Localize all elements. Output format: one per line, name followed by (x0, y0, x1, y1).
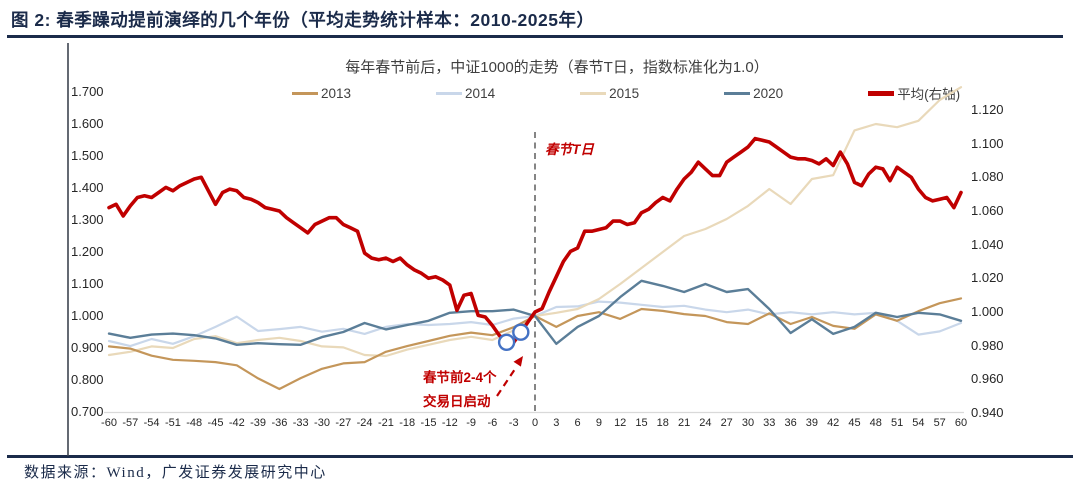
highlight-point-circle (497, 333, 516, 351)
x-axis-tick--42: -42 (228, 417, 245, 429)
x-axis-tick--60: -60 (101, 417, 117, 429)
x-axis-tick-12: 12 (614, 417, 627, 429)
legend-label-2020: 2020 (753, 85, 784, 101)
x-axis-tick-3: 3 (553, 417, 560, 429)
left-axis-tick-0.800: 0.800 (71, 372, 104, 387)
x-axis-tick--57: -57 (122, 417, 139, 429)
left-axis-tick-1.700: 1.700 (71, 84, 104, 99)
launch-annotation-line1: 春节前2-4个 (423, 370, 497, 385)
x-axis-tick-60: 60 (954, 417, 968, 429)
legend-label-平均(右轴): 平均(右轴) (897, 87, 961, 102)
right-axis-tick-0.940: 0.940 (971, 405, 1004, 420)
legend-item-2013: 2013 (292, 86, 351, 101)
series-line-2013 (107, 297, 963, 391)
x-axis-tick--9: -9 (466, 417, 476, 429)
x-axis-tick--24: -24 (356, 417, 373, 429)
legend-label-2013: 2013 (321, 85, 352, 101)
legend-label-2014: 2014 (465, 85, 496, 101)
x-axis-tick-33: 33 (763, 417, 776, 429)
right-axis-tick-1.100: 1.100 (971, 135, 1004, 151)
right-axis-tick-1.120: 1.120 (971, 102, 1004, 117)
x-axis-tick--51: -51 (164, 417, 181, 429)
legend-item-2020: 2020 (724, 86, 783, 101)
x-axis-tick--48: -48 (186, 417, 203, 429)
launch-arrow (496, 356, 523, 397)
right-axis-tick-1.080: 1.080 (971, 169, 1004, 185)
x-axis-tick-42: 42 (827, 417, 840, 429)
x-axis-tick--12: -12 (441, 417, 458, 429)
x-axis-tick-18: 18 (656, 417, 669, 429)
x-axis-tick-48: 48 (869, 417, 882, 429)
legend-item-2014: 2014 (436, 86, 495, 101)
chart-subtitle: 每年春节前后，中证1000的走势（春节T日，指数标准化为1.0） (345, 59, 769, 76)
right-axis-tick-0.980: 0.980 (971, 337, 1004, 353)
legend-swatch-2013 (292, 91, 318, 95)
x-axis-tick-6: 6 (574, 417, 581, 429)
x-axis-tick--30: -30 (314, 417, 330, 429)
data-source-text: 数据来源：Wind，广发证券发展研究中心 (24, 465, 327, 481)
x-axis-tick-54: 54 (912, 417, 925, 429)
right-axis-tick-1.020: 1.020 (971, 270, 1004, 286)
left-axis-tick-0.700: 0.700 (71, 404, 104, 419)
series-line-2015 (107, 86, 963, 358)
right-axis-tick-0.960: 0.960 (971, 371, 1004, 387)
x-axis-tick--3: -3 (508, 417, 519, 429)
x-axis-tick-57: 57 (933, 417, 946, 429)
x-axis-tick--45: -45 (207, 417, 224, 429)
x-axis-tick-0: 0 (531, 417, 539, 429)
x-axis-tick-45: 45 (848, 417, 861, 429)
x-axis-tick-36: 36 (784, 417, 797, 429)
figure-title: 图 2: 春季躁动提前演绎的几个年份（平均走势统计样本：2010-2025年） (11, 10, 595, 30)
title-divider-line (7, 35, 1063, 38)
highlight-circles (497, 323, 530, 351)
x-axis-tick-30: 30 (741, 417, 755, 429)
x-axis-tick-24: 24 (699, 417, 712, 429)
left-axis-tick-0.900: 0.900 (71, 340, 104, 355)
legend-swatch-平均(右轴) (868, 90, 895, 96)
left-axis-tick-1.500: 1.500 (71, 148, 104, 163)
x-axis-tick--15: -15 (420, 417, 437, 429)
x-axis-tick-21: 21 (677, 417, 691, 429)
left-axis-tick-1.100: 1.100 (71, 276, 104, 291)
left-axis-tick-1.000: 1.000 (71, 308, 104, 323)
x-axis-tick--33: -33 (292, 417, 309, 429)
x-axis-tick-9: 9 (595, 417, 602, 429)
x-axis-tick--39: -39 (250, 417, 267, 429)
right-axis-tick-1.040: 1.040 (971, 236, 1004, 252)
highlight-point-circle (512, 323, 530, 341)
right-axis-tick-1.060: 1.060 (971, 203, 1004, 218)
legend-swatch-2015 (580, 91, 607, 95)
x-axis-tick-27: 27 (720, 417, 733, 429)
x-axis-tick--54: -54 (143, 417, 160, 429)
spring-festival-t-day-label: 春节T日 (545, 142, 594, 157)
legend-item-平均(右轴): 平均(右轴) (868, 83, 960, 103)
legend-swatch-2014 (436, 91, 463, 95)
x-axis-tick-51: 51 (890, 417, 904, 429)
x-axis-tick-39: 39 (805, 417, 819, 429)
left-axis-tick-1.300: 1.300 (71, 212, 104, 227)
series-line-2014 (107, 300, 963, 348)
launch-annotation-line2: 交易日启动 (423, 394, 491, 409)
series-line-2020 (107, 279, 963, 346)
x-axis-tick--27: -27 (335, 417, 352, 429)
legend-label-2015: 2015 (609, 85, 640, 101)
x-axis-tick-15: 15 (635, 417, 648, 429)
series-lines (107, 86, 963, 412)
legend-swatch-2020 (724, 91, 751, 95)
left-axis-tick-1.400: 1.400 (71, 180, 104, 195)
chart-legend: 2013 2014 2015 2020 平均(右轴) (292, 83, 960, 103)
x-axis-tick--21: -21 (377, 417, 394, 429)
legend-item-2015: 2015 (580, 86, 639, 101)
series-line-平均(右轴) (107, 136, 963, 345)
footer-divider-line (7, 455, 1073, 458)
x-axis-tick--36: -36 (271, 417, 288, 429)
x-axis-tick--6: -6 (487, 417, 498, 429)
left-axis-tick-1.200: 1.200 (71, 244, 104, 259)
right-axis-tick-1.000: 1.000 (971, 304, 1004, 319)
x-axis-tick--18: -18 (399, 417, 416, 429)
left-axis-tick-1.600: 1.600 (71, 116, 104, 131)
